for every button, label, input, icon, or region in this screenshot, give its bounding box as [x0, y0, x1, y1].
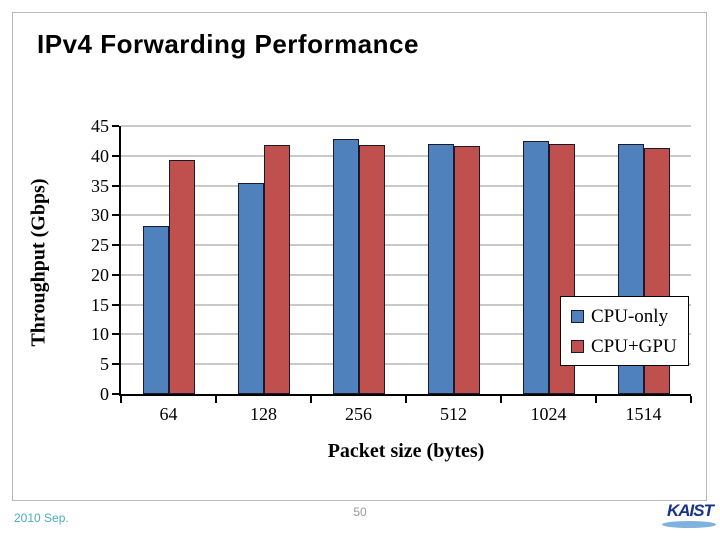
- page-number: 50: [353, 505, 367, 519]
- bar-cpu-only-128: [237, 182, 264, 394]
- gridline: [121, 154, 691, 157]
- y-tick-label: 10: [91, 324, 109, 345]
- x-axis-tick: [500, 396, 502, 403]
- x-axis-tick: [310, 396, 312, 403]
- gridline: [121, 303, 691, 306]
- bar-cpu-gpu-256: [358, 145, 385, 394]
- x-tick-label: 1024: [530, 404, 567, 424]
- legend-item-cpu-only: CPU-only: [571, 307, 688, 326]
- bar-cpu-only-256: [332, 139, 359, 394]
- bar-cpu-gpu-64: [168, 159, 195, 394]
- x-axis-tick: [215, 396, 217, 403]
- gridline: [121, 273, 691, 276]
- gridline: [121, 244, 691, 247]
- y-tick-label: 20: [91, 264, 109, 285]
- legend-item-cpu-gpu: CPU+GPU: [571, 337, 688, 356]
- y-tick-label: 30: [91, 205, 109, 226]
- y-axis-tick: [112, 125, 119, 127]
- y-tick-label: 0: [100, 384, 109, 404]
- kaist-logo: KAIST: [662, 502, 718, 532]
- legend-swatch-icon: [571, 339, 584, 353]
- x-tick-label: 1514: [625, 404, 662, 424]
- bar-cpu-only-512: [427, 144, 454, 394]
- y-tick-label: 35: [91, 175, 109, 196]
- y-axis-tick: [112, 273, 119, 276]
- x-tick-label: 128: [250, 404, 277, 424]
- bar-chart: Throughput (Gbps) Packet size (bytes) CP…: [13, 13, 720, 553]
- kaist-logo-text: KAIST: [667, 501, 714, 520]
- x-axis-line: [119, 394, 691, 396]
- y-axis-tick: [112, 214, 119, 217]
- x-axis-tick: [690, 396, 692, 403]
- y-axis-line: [119, 126, 121, 396]
- y-axis-tick: [112, 333, 119, 336]
- y-tick-label: 15: [91, 294, 109, 315]
- y-axis-tick: [112, 184, 119, 187]
- legend-label: CPU-only: [591, 305, 669, 327]
- x-axis-tick: [120, 396, 122, 403]
- legend-swatch-icon: [571, 309, 584, 323]
- y-axis-title: Throughput (Gbps): [27, 178, 50, 347]
- bar-cpu-gpu-128: [263, 145, 290, 394]
- chart-legend: CPU-only CPU+GPU: [560, 296, 689, 366]
- x-axis-tick: [405, 396, 407, 403]
- y-axis-tick: [112, 393, 119, 395]
- y-tick-label: 40: [91, 145, 109, 166]
- y-axis-tick: [112, 303, 119, 306]
- y-tick-label: 45: [91, 116, 109, 136]
- gridline: [121, 125, 691, 127]
- kaist-logo-swoosh-icon: [662, 521, 716, 528]
- bar-cpu-gpu-512: [453, 146, 480, 394]
- x-axis-title: Packet size (bytes): [327, 440, 485, 462]
- footer-date: 2010 Sep.: [14, 511, 69, 525]
- y-axis-tick: [112, 363, 119, 366]
- gridline: [121, 184, 691, 187]
- y-tick-label: 25: [91, 235, 109, 256]
- legend-label: CPU+GPU: [591, 335, 677, 357]
- bar-cpu-only-1024: [522, 140, 549, 394]
- y-tick-label: 5: [100, 354, 109, 375]
- y-axis-tick: [112, 154, 119, 157]
- gridline: [121, 214, 691, 217]
- slide-title: IPv4 Forwarding Performance: [37, 29, 419, 59]
- x-tick-label: 256: [345, 404, 372, 424]
- gridline: [121, 333, 691, 336]
- slide-canvas: IPv4 Forwarding Performance Throughput (…: [12, 12, 707, 501]
- x-tick-label: 64: [159, 404, 178, 424]
- bar-cpu-only-64: [142, 226, 169, 394]
- gridline: [121, 363, 691, 366]
- y-axis-tick: [112, 244, 119, 247]
- x-axis-tick: [595, 396, 597, 403]
- x-tick-label: 512: [440, 404, 467, 424]
